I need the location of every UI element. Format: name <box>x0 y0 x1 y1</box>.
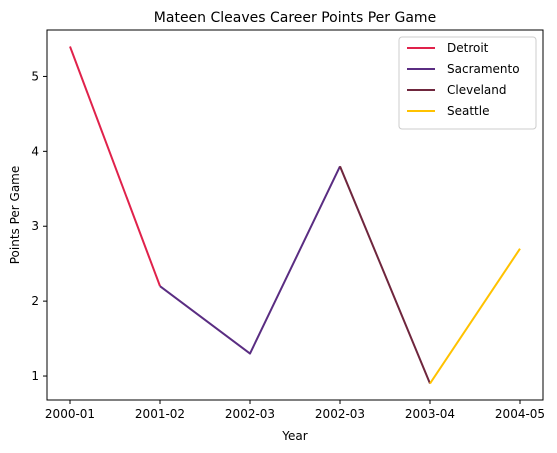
y-axis-label: Points Per Game <box>8 166 22 265</box>
series-line-detroit <box>69 46 161 287</box>
legend-label-seattle: Seattle <box>447 104 489 118</box>
y-axis: 1 2 3 4 5 <box>31 69 47 383</box>
plot-frame <box>46 29 544 401</box>
y-tick-label: 5 <box>31 69 39 83</box>
x-tick-label: 2002-03 <box>315 407 365 421</box>
x-axis: 2000-01 2001-02 2002-03 2002-03 2003-04 2004-… <box>45 400 545 421</box>
plot-lines <box>69 46 521 385</box>
legend: Detroit Sacramento Cleveland Seattle <box>398 36 537 130</box>
y-tick-label: 3 <box>31 219 39 233</box>
legend-label-detroit: Detroit <box>447 41 489 55</box>
series-line-cleveland <box>339 165 431 384</box>
x-tick-label: 2001-02 <box>135 407 185 421</box>
y-tick-label: 1 <box>31 369 39 383</box>
y-tick-label: 2 <box>31 294 39 308</box>
legend-box <box>398 36 537 130</box>
y-tick-label: 4 <box>31 144 39 158</box>
legend-label-sacramento: Sacramento <box>447 62 520 76</box>
x-tick-label: 2000-01 <box>45 407 95 421</box>
series-line-sacramento <box>159 165 341 355</box>
x-tick-label: 2003-04 <box>405 407 455 421</box>
legend-label-cleveland: Cleveland <box>447 83 507 97</box>
x-tick-label: 2004-05 <box>495 407 545 421</box>
series-line-seattle <box>429 248 521 385</box>
x-axis-label: Year <box>281 429 307 443</box>
chart-title: Mateen Cleaves Career Points Per Game <box>154 10 436 26</box>
x-tick-label: 2002-03 <box>225 407 275 421</box>
